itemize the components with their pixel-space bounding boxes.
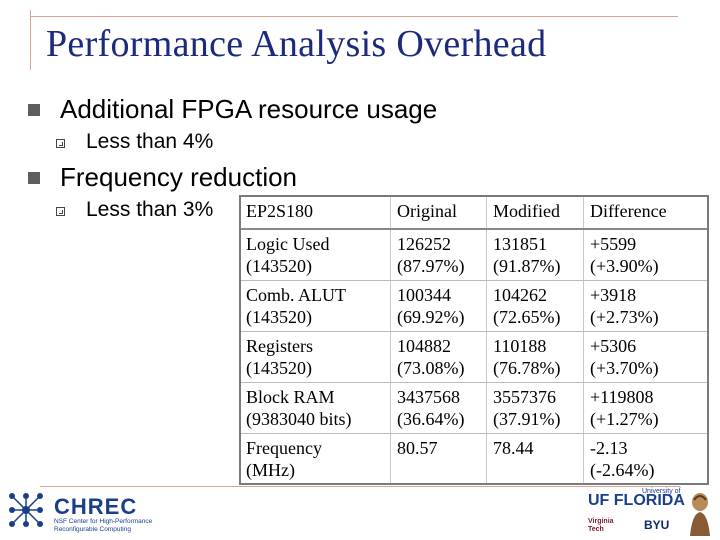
cell-modified: 131851 (91.87%) [486,229,584,281]
cell-original: 80.57 [390,433,487,484]
title-rule-vertical [30,10,31,70]
resource-table: EP2S180 Original Modified Difference Log… [239,195,709,485]
title-rule-horizontal [30,16,678,17]
sub-bullet-text: Less than 4% [86,130,214,153]
cell-modified: 110188 (76.78%) [486,331,584,383]
cell-difference: +5306 (+3.70%) [583,331,708,383]
row-label: Registers (143520) [240,331,391,383]
cell-difference: +3918 (+2.73%) [583,280,708,332]
cell-original: 100344 (69.92%) [390,280,487,332]
cell-modified: 3557376 (37.91%) [486,382,584,434]
checkbox-bullet-icon [56,139,65,148]
square-bullet-icon [28,104,40,116]
table-row: Block RAM (9383040 bits) 3437568 (36.64%) … [240,382,708,434]
sub-bullet-text: Less than 3% [86,198,214,221]
square-bullet-icon [28,172,40,184]
cell-modified: 104262 (72.65%) [486,280,584,332]
cell-modified: 78.44 [486,433,584,484]
table-row: Comb. ALUT (143520) 100344 (69.92%) 104262… [240,280,708,332]
cell-original: 3437568 (36.64%) [390,382,487,434]
row-label: Comb. ALUT (143520) [240,280,391,332]
bullet-text: Additional FPGA resource usage [60,94,438,124]
footer-rule [40,486,680,487]
chrec-logo: CHREC NSF Center for High-Performance Re… [6,490,166,538]
header-difference: Difference [583,196,708,230]
row-label: Logic Used (143520) [240,229,391,281]
bullet-text: Frequency reduction [60,162,298,192]
cell-difference: -2.13 (-2.64%) [590,438,655,480]
header-device: EP2S180 [240,196,391,230]
table-row: Logic Used (143520) 126252 (87.97%) 131851… [240,229,708,281]
header-modified: Modified [486,196,584,230]
uf-logo: UF FLORIDA [588,492,685,509]
table-row: Registers (143520) 104882 (73.08%) 110188(… [240,331,708,383]
cell-original: 126252 (87.97%) [390,229,487,281]
chrec-grid-icon [9,493,43,527]
header-original: Original [390,196,487,230]
table-row: Frequency (MHz) 80.57 78.44 -2.13 (-2.64%) [240,433,708,484]
partner-logos: University of UF FLORIDA Virginia Tech B… [588,488,716,540]
slide-title: Performance Analysis Overhead [46,23,547,65]
chrec-subtitle: NSF Center for High-Performance Reconfig… [54,518,153,533]
byu-logo: BYU [644,518,670,532]
row-label: Frequency (MHz) [240,433,391,484]
university-seal-icon [690,493,710,536]
chrec-wordmark: CHREC [54,494,138,519]
checkbox-bullet-icon [56,207,65,216]
row-label: Block RAM (9383040 bits) [240,382,391,434]
cell-original: 104882 (73.08%) [390,331,487,383]
vt-logo: Virginia Tech [588,518,614,533]
table-header-row: EP2S180 Original Modified Difference [240,196,708,230]
cell-difference: +5599 (+3.90%) [583,229,708,281]
uf-of-text: University of [642,488,681,495]
cell-difference: +119808 (+1.27%) [583,382,708,434]
